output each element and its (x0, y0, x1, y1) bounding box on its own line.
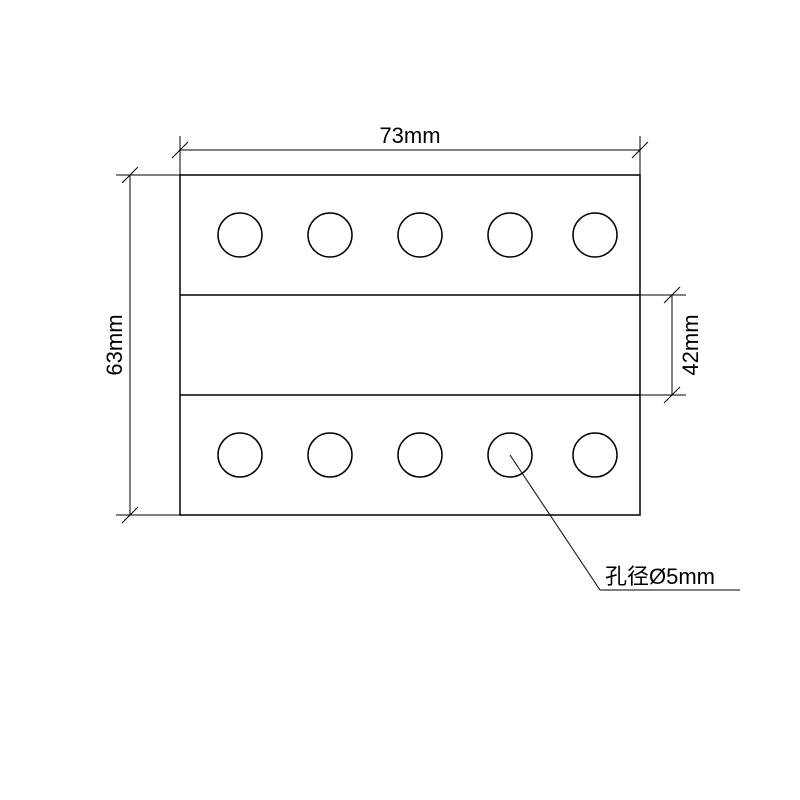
dim-height: 63mm (102, 167, 180, 523)
dim-hole-label: 孔径Ø5mm (605, 564, 715, 589)
hole (573, 433, 617, 477)
hole (398, 433, 442, 477)
hole (218, 213, 262, 257)
dim-width-label: 73mm (379, 123, 440, 148)
hole (308, 213, 352, 257)
hole (218, 433, 262, 477)
holes-group (218, 213, 617, 477)
dim-inner-gap: 42mm (640, 287, 703, 403)
part-outline (180, 175, 640, 515)
technical-drawing: 73mm 63mm 42mm 孔径Ø5mm (0, 0, 800, 800)
hole (488, 213, 532, 257)
dim-height-label: 63mm (102, 314, 127, 375)
hole (573, 213, 617, 257)
dim-width: 73mm (172, 123, 648, 175)
dim-hole: 孔径Ø5mm (510, 455, 740, 590)
dim-inner-gap-label: 42mm (678, 314, 703, 375)
hole (308, 433, 352, 477)
hole (398, 213, 442, 257)
